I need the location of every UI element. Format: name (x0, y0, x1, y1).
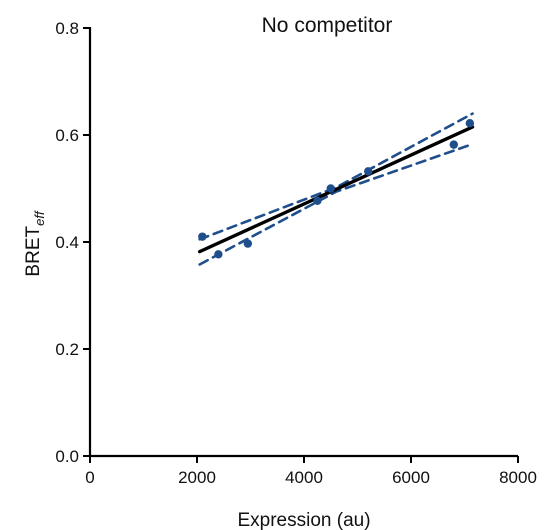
data-point (243, 239, 253, 248)
data-point (214, 250, 223, 259)
confidence-band-upper (198, 112, 474, 241)
y-axis-title: BRETeff (23, 210, 47, 277)
x-axis-ticks: 0 2000 4000 6000 8000 (85, 456, 537, 487)
data-point (326, 184, 335, 193)
fit-line (197, 125, 475, 254)
data-points (198, 119, 475, 259)
confidence-band (198, 112, 474, 266)
data-point (198, 232, 207, 241)
data-point (465, 119, 475, 128)
y-tick-label: 0.0 (55, 447, 79, 466)
confidence-band-lower (198, 142, 474, 266)
y-tick-label: 0.6 (55, 126, 79, 145)
y-tick-label: 0.2 (55, 340, 79, 359)
x-tick-label: 2000 (178, 468, 216, 487)
y-tick-label: 0.8 (55, 19, 79, 38)
x-axis-title: Expression (au) (237, 510, 370, 530)
x-tick-label: 6000 (392, 468, 430, 487)
y-axis-title-subscript: eff (32, 210, 47, 226)
y-tick-label: 0.4 (55, 233, 79, 252)
y-axis-title-main: BRET (23, 226, 44, 277)
data-point (313, 196, 322, 206)
data-point (449, 140, 458, 149)
x-tick-label: 0 (85, 468, 94, 487)
chart-title: No competitor (262, 14, 393, 37)
y-axis-ticks: 0.0 0.2 0.4 0.6 0.8 (55, 19, 90, 466)
plot-area (197, 112, 475, 266)
data-point (364, 167, 373, 176)
fit-line-group (197, 125, 475, 254)
x-tick-label: 4000 (285, 468, 323, 487)
x-tick-label: 8000 (499, 468, 537, 487)
